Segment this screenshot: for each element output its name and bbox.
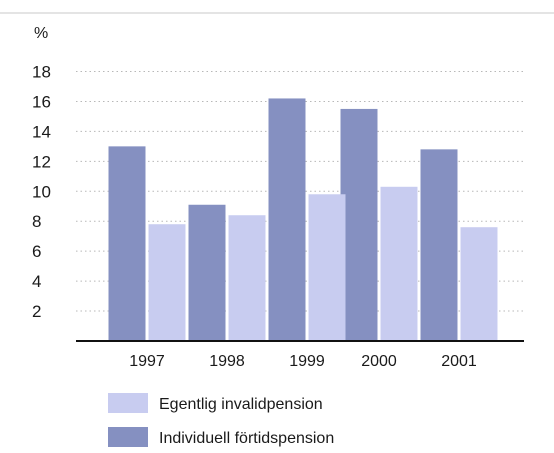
bar-egentlig-1999 [308, 194, 346, 341]
bar-egentlig-2001 [460, 227, 498, 341]
legend-swatch [108, 393, 148, 413]
x-tick-label: 1999 [289, 353, 325, 370]
y-tick-label: 6 [32, 242, 41, 261]
legend: Egentlig invalidpension Individuell förti… [108, 393, 334, 447]
bar-egentlig-1998 [228, 215, 266, 341]
y-tick-label: 18 [32, 63, 51, 82]
y-tick-label: 2 [32, 302, 41, 321]
x-tick-label: 2001 [441, 353, 477, 370]
y-tick-label: 12 [32, 152, 51, 171]
x-axis-ticks: 1997 1998 1999 2000 2001 [129, 353, 477, 370]
legend-swatch [108, 427, 148, 447]
bars [108, 98, 498, 341]
bar-individuell-1997 [108, 146, 146, 341]
bar-individuell-1998 [188, 204, 226, 341]
y-tick-label: 14 [32, 122, 51, 141]
y-tick-label: 4 [32, 272, 41, 291]
y-tick-label: 8 [32, 212, 41, 231]
bar-individuell-1999 [268, 98, 306, 341]
y-tick-label: 10 [32, 182, 51, 201]
x-tick-label: 2000 [361, 353, 397, 370]
y-tick-label: 16 [32, 92, 51, 111]
x-tick-label: 1998 [209, 353, 245, 370]
y-axis-unit-label: % [34, 25, 48, 42]
bar-egentlig-1997 [148, 224, 186, 341]
legend-label: Egentlig invalidpension [159, 396, 323, 413]
legend-label: Individuell förtidspension [159, 430, 334, 447]
y-axis-ticks: 2 4 6 8 10 12 14 16 18 [32, 63, 51, 322]
bar-egentlig-2000 [380, 186, 418, 341]
bar-individuell-2001 [420, 149, 458, 341]
x-tick-label: 1997 [129, 353, 165, 370]
bar-individuell-2000 [340, 108, 378, 341]
